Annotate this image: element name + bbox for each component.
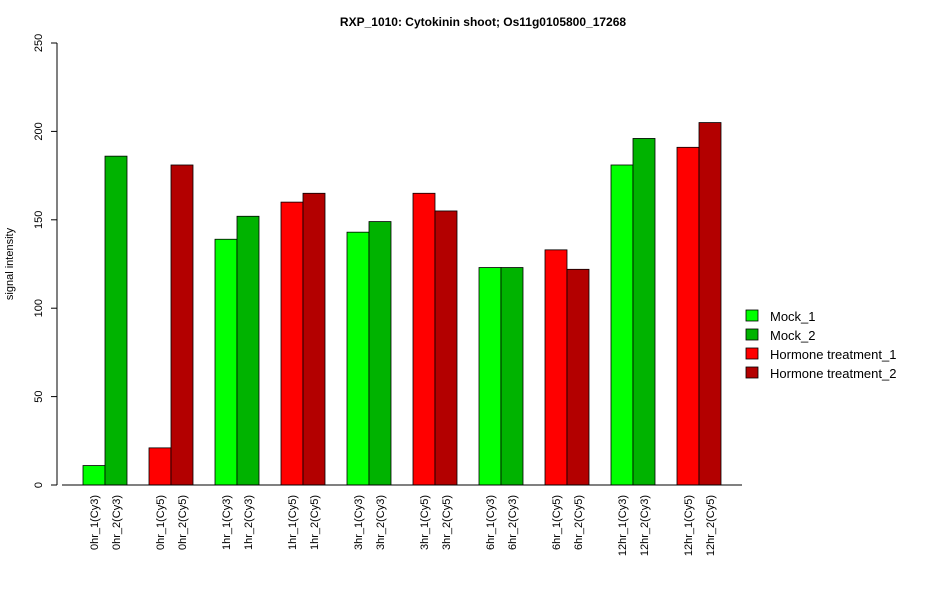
- legend-label: Hormone treatment_2: [770, 366, 896, 381]
- x-tick-label: 0hr_2(Cy3): [111, 495, 123, 550]
- y-tick-label: 50: [33, 390, 45, 402]
- x-tick-label: 12hr_2(Cy5): [705, 495, 717, 556]
- bar: [676, 146, 700, 486]
- x-tick-label: 0hr_1(Cy3): [89, 495, 101, 550]
- y-tick-label: 100: [33, 299, 45, 317]
- x-tick-label: 6hr_1(Cy5): [551, 495, 563, 550]
- bar: [544, 249, 568, 486]
- bar: [632, 138, 656, 486]
- x-tick-label: 3hr_2(Cy3): [375, 495, 387, 550]
- x-tick-label: 12hr_2(Cy3): [639, 495, 651, 556]
- bar: [500, 267, 524, 486]
- x-tick-label: 6hr_1(Cy3): [485, 495, 497, 550]
- x-tick-label: 6hr_2(Cy5): [573, 495, 585, 550]
- bar: [346, 231, 370, 486]
- x-tick-label: 6hr_2(Cy3): [507, 495, 519, 550]
- bar: [478, 267, 502, 486]
- bar: [412, 192, 436, 486]
- legend-label: Mock_1: [770, 309, 816, 324]
- y-tick-label: 150: [33, 211, 45, 229]
- x-tick-label: 3hr_1(Cy3): [353, 495, 365, 550]
- x-tick-label: 1hr_1(Cy3): [221, 495, 233, 550]
- bar: [368, 221, 392, 486]
- bar: [698, 122, 722, 486]
- y-tick-label: 250: [33, 34, 45, 52]
- x-tick-label: 12hr_1(Cy5): [683, 495, 695, 556]
- x-tick-label: 0hr_1(Cy5): [155, 495, 167, 550]
- bars-group: [82, 122, 722, 486]
- bar: [236, 215, 260, 486]
- bar: [610, 164, 634, 486]
- bar: [148, 447, 172, 486]
- y-tick-label: 200: [33, 122, 45, 140]
- legend-swatch: [745, 328, 759, 341]
- bar: [302, 192, 326, 486]
- legend-swatch: [745, 366, 759, 379]
- bar: [214, 238, 238, 486]
- x-tick-label: 1hr_1(Cy5): [287, 495, 299, 550]
- legend: Mock_1 Mock_2 Hormone treatment_1 Hormone t…: [745, 309, 896, 381]
- x-tick-label: 1hr_2(Cy3): [243, 495, 255, 550]
- x-tick-label: 3hr_2(Cy5): [441, 495, 453, 550]
- x-tick-label: 1hr_2(Cy5): [309, 495, 321, 550]
- bar: [104, 155, 128, 486]
- legend-label: Hormone treatment_1: [770, 347, 896, 362]
- bar: [280, 201, 304, 486]
- x-tick-label: 12hr_1(Cy3): [617, 495, 629, 556]
- bar: [82, 465, 106, 486]
- x-tick-labels: 0hr_1(Cy3) 0hr_2(Cy3) 0hr_1(Cy5) 0hr_2(Cy5)…: [89, 495, 717, 556]
- x-tick-label: 3hr_1(Cy5): [419, 495, 431, 550]
- legend-label: Mock_2: [770, 328, 816, 343]
- chart-title: RXP_1010: Cytokinin shoot; Os11g0105800_…: [340, 15, 626, 29]
- y-axis: 0 50 100 150 200 250: [33, 34, 58, 488]
- bar: [170, 164, 194, 486]
- y-axis-label: signal intensity: [4, 227, 16, 300]
- x-tick-label: 0hr_2(Cy5): [177, 495, 189, 550]
- bar: [434, 210, 458, 486]
- bar: [566, 268, 590, 486]
- y-tick-label: 0: [33, 482, 45, 488]
- legend-swatch: [745, 347, 759, 360]
- legend-swatch: [745, 309, 759, 322]
